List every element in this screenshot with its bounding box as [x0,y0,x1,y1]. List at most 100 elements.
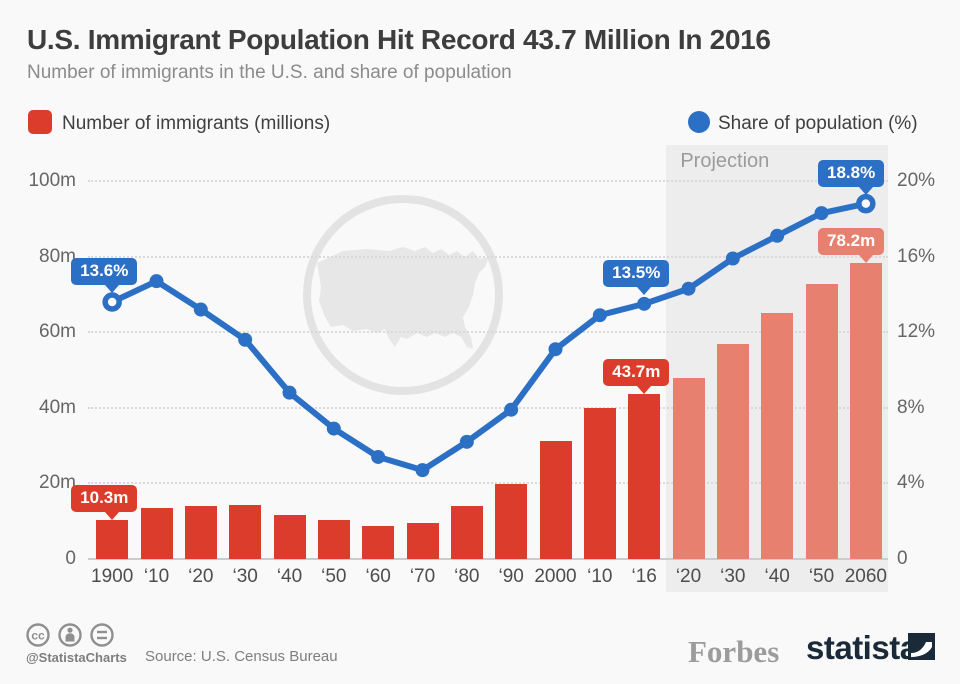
bar-20 [672,377,705,559]
callout-13.6%: 13.6% [71,257,138,285]
share-point-30 [238,332,253,347]
page-title: U.S. Immigrant Population Hit Record 43.… [27,24,771,55]
share-point-80 [459,434,474,449]
share-point-40 [770,228,785,243]
callout-pointer [637,286,652,295]
share-point-2060 [856,193,876,214]
y-axis-right-tick: 0 [897,548,908,569]
statista-logo-text: statista [806,629,918,666]
attribution-icon [58,623,82,647]
legend-share-dot-icon [688,111,710,133]
bar-60 [362,526,395,559]
bar-2060 [849,263,882,559]
gridline [88,406,888,409]
callout-pointer [105,512,120,521]
x-axis-label: ‘50 [808,566,835,587]
bar-16 [628,393,661,559]
bar-90 [495,484,528,559]
y-axis-left-tick: 40m [39,396,76,418]
y-axis-right-tick: 12% [897,321,936,343]
x-axis-label: ‘60 [365,566,391,587]
x-axis-label: ‘80 [454,566,480,587]
bar-40 [761,313,794,559]
share-point-10 [149,274,164,289]
share-point-2000 [548,342,563,357]
us-map-watermark-icon [303,195,503,395]
y-axis-left-tick: 20m [39,472,76,494]
callout-78.2m: 78.2m [818,228,885,256]
share-point-50 [814,206,829,221]
bar-50 [317,520,350,559]
bar-80 [450,505,483,559]
statista-logo-icon [908,633,935,660]
svg-text:cc: cc [31,629,45,643]
source-text: Source: U.S. Census Bureau [145,648,338,665]
x-axis-label: ‘70 [409,566,436,587]
share-point-10 [592,308,607,323]
x-axis-label: ‘20 [675,566,702,587]
bar-30 [229,505,262,559]
share-point-90 [504,402,519,417]
x-axis-label: ‘16 [631,566,657,587]
y-axis-left-tick: 100m [28,170,76,191]
y-axis-left-tick: 80m [39,245,76,267]
bar-40 [273,515,306,559]
callout-10.3m: 10.3m [71,485,138,513]
x-axis-label: 2060 [844,566,887,587]
x-axis-line [88,558,888,560]
cc-icon [26,623,50,647]
callout-pointer [105,284,120,293]
x-axis-label: 1900 [91,566,134,587]
bar-50 [805,284,838,559]
y-axis-right-tick: 20% [897,170,936,191]
bar-1900 [96,520,129,559]
legend-share-label: Share of population (%) [718,113,918,134]
share-point-30 [725,251,740,266]
statista-handle: @StatistaCharts [26,650,127,665]
share-point-20 [193,302,208,317]
share-point-20 [681,281,696,296]
gridline [88,331,888,334]
gridline [88,482,888,485]
x-axis-label: 2000 [534,566,577,587]
x-axis-label: ‘50 [321,566,347,587]
share-point-60 [371,449,386,464]
callout-pointer [858,255,873,264]
callout-18.8%: 18.8% [818,159,885,187]
y-axis-right-tick: 4% [897,472,925,494]
share-point-40 [282,385,297,400]
y-axis-left-tick: 0 [65,548,76,569]
share-point-16 [637,296,652,311]
y-axis-right-tick: 16% [897,245,936,267]
gridline [88,180,888,182]
cc-license-icons: cc [26,623,114,647]
x-axis-label: ‘10 [143,566,170,587]
bar-30 [716,343,749,559]
bar-70 [406,523,439,559]
callout-13.5%: 13.5% [603,259,670,287]
x-axis-label: ‘90 [498,566,524,587]
equals-icon [90,623,114,647]
y-axis-left-tick: 60m [39,321,76,343]
gridline [88,255,888,258]
callout-43.7m: 43.7m [603,358,670,386]
share-point-1900 [102,292,122,312]
callout-pointer [858,186,873,195]
x-axis-label: ‘40 [764,566,790,587]
bar-20 [184,506,217,559]
legend-immigrants-swatch-icon [28,110,52,134]
forbes-logo: Forbes [688,634,780,669]
page-subtitle: Number of immigrants in the U.S. and sha… [27,62,512,83]
y-axis-right-tick: 8% [897,396,925,418]
callout-pointer [637,385,652,394]
x-axis-label: ‘30 [720,566,746,587]
share-point-70 [415,463,430,478]
bar-10 [583,407,616,559]
x-axis-label: ‘20 [188,566,214,587]
x-axis-label: ‘40 [276,566,303,587]
share-point-50 [326,421,341,436]
x-axis-label: ‘30 [232,566,258,587]
